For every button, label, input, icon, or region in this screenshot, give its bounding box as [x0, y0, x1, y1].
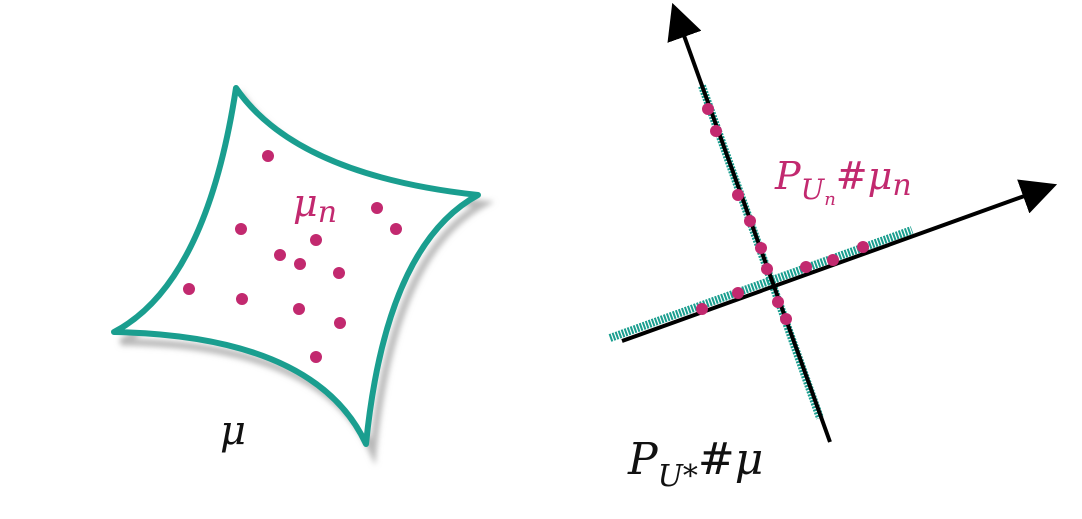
sample-point-11 [293, 303, 305, 315]
label-projection-star: PU*#μ [627, 434, 763, 494]
sample-point-6 [274, 249, 286, 261]
projected-point-11 [800, 261, 812, 273]
sample-point-3 [390, 223, 402, 235]
sample-point-10 [236, 293, 248, 305]
label-projection-n-hash: # [836, 154, 868, 198]
sample-point-12 [334, 317, 346, 329]
label-mu: μ [220, 408, 246, 454]
projected-point-2 [710, 125, 722, 137]
sample-point-7 [294, 258, 306, 270]
label-projection-star-P: P [627, 434, 659, 485]
distribution-mu [111, 85, 495, 466]
label-mu-n: μn [293, 181, 337, 230]
axis-u-line [667, 2, 832, 443]
label-projection-n-mu-sub: n [892, 168, 911, 203]
label-projection-n-mu: μ [868, 154, 893, 198]
label-projection-n-U-sub: n [824, 189, 836, 210]
sample-point-1 [262, 150, 274, 162]
projected-points [696, 103, 869, 325]
axis-v-line [621, 179, 1058, 343]
label-mu-n-sub: n [318, 195, 337, 230]
label-projection-n-P: P [774, 154, 802, 198]
sample-point-13 [310, 351, 322, 363]
projected-point-7 [772, 296, 784, 308]
projected-point-13 [857, 241, 869, 253]
projected-point-4 [744, 215, 756, 227]
sample-point-4 [235, 223, 247, 235]
label-projection-n-U: U [801, 173, 826, 206]
label-projection-n: PUn#μn [774, 154, 912, 210]
sample-point-2 [371, 202, 383, 214]
projected-point-6 [761, 263, 773, 275]
projected-point-5 [755, 242, 767, 254]
sample-point-9 [183, 283, 195, 295]
projected-point-3 [732, 189, 744, 201]
projected-point-9 [696, 303, 708, 315]
projected-point-1 [702, 103, 714, 115]
label-projection-star-mu: μ [735, 434, 764, 485]
sample-point-8 [333, 267, 345, 279]
label-projection-star-hash: # [698, 434, 735, 485]
projected-point-10 [732, 287, 744, 299]
projected-point-12 [827, 254, 839, 266]
sample-points-mu-n [183, 150, 402, 363]
sample-point-5 [310, 234, 322, 246]
projected-point-8 [780, 313, 792, 325]
label-projection-star-U: U* [658, 459, 698, 494]
projection-axes [608, 2, 1058, 443]
label-mu-n-base: μ [293, 181, 318, 225]
